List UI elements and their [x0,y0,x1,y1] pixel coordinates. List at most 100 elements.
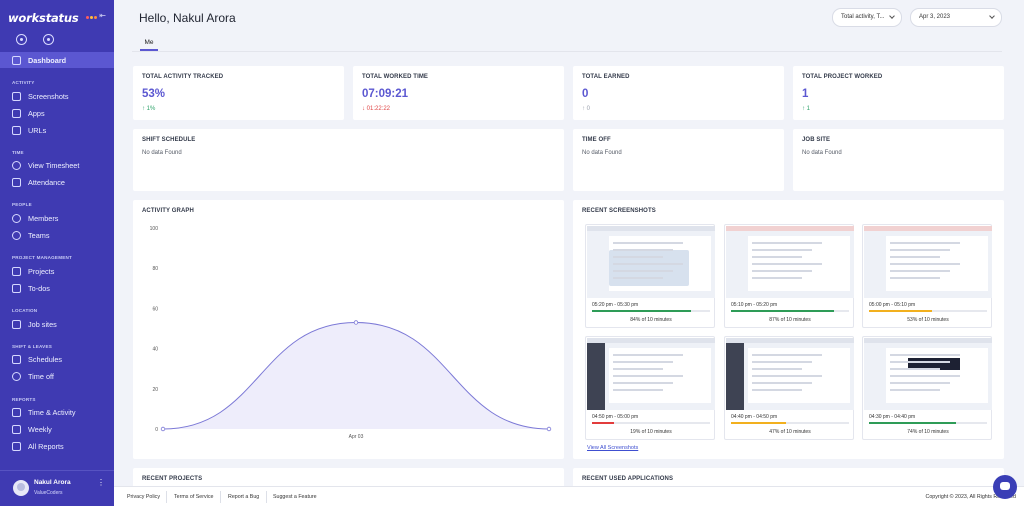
card-title: JOB SITE [802,137,831,143]
activity-graph-card: ACTIVITY GRAPH 100 80 60 40 20 0 Apr 03 [133,200,564,459]
logo[interactable]: workstatus ⇤ [8,9,108,25]
stat-title: TOTAL WORKED TIME [362,74,429,80]
screenshot-card[interactable]: 04:50 pm - 05:00 pm 19% of 10 minutes [585,336,715,440]
location-icon [12,319,21,329]
activity-progress-bar [731,422,849,424]
sidebar-item-todos[interactable]: To-dos [12,281,50,295]
stat-card-total-worked-time: TOTAL WORKED TIME 07:09:21 ↓ 01:22:22 [353,66,564,120]
activity-progress-bar [869,422,987,424]
data-point[interactable] [353,320,359,325]
stat-value: 0 [582,88,589,100]
screenshot-activity-percent: 87% of 10 minutes [769,317,811,323]
sidebar-item-label: URLs [28,125,47,135]
activity-filter-value: Total activity, T... [841,14,885,20]
sidebar-item-time-off[interactable]: Time off [12,369,54,383]
screenshot-thumbnail[interactable] [864,226,992,298]
screenshot-time: 05:00 pm - 05:10 pm [869,302,916,308]
sidebar-item-members[interactable]: Members [12,211,58,225]
stat-value: 1 [802,88,809,100]
activity-filter-select[interactable]: Total activity, T... [832,8,902,27]
stat-delta: ↓ 01:22:22 [362,106,391,112]
stat-delta: ↑ 1% [142,106,156,112]
screenshot-card[interactable]: 05:00 pm - 05:10 pm 53% of 10 minutes [862,224,992,328]
data-point[interactable] [546,426,552,432]
sidebar-item-attendance[interactable]: Attendance [12,175,65,189]
empty-state: No data Found [142,150,182,156]
sidebar-item-label: Screenshots [28,91,69,101]
y-tick-label: 0 [155,427,158,433]
collapse-sidebar-icon[interactable]: ⇤ [99,11,106,20]
activity-area [163,322,549,429]
screenshot-card[interactable]: 04:40 pm - 04:50 pm 47% of 10 minutes [724,336,854,440]
shift-schedule-card: SHIFT SCHEDULE No data Found [133,129,564,191]
screenshot-thumbnail[interactable] [726,226,854,298]
card-title: RECENT USED APPLICATIONS [582,476,674,482]
screenshot-thumbnail[interactable] [587,226,715,298]
sidebar-item-label: Job sites [28,319,57,329]
sidebar-item-label: All Reports [28,441,64,451]
sidebar-item-apps[interactable]: Apps [12,106,45,120]
section-people: PEOPLE [12,202,32,207]
sidebar-item-job-sites[interactable]: Job sites [12,317,57,331]
sidebar-item-label: Dashboard [28,55,67,65]
card-title: SHIFT SCHEDULE [142,137,196,143]
screenshot-card[interactable]: 05:10 pm - 05:20 pm 87% of 10 minutes [724,224,854,328]
logo-dots [85,9,97,27]
logo-text: workstatus [8,11,79,25]
y-tick-label: 60 [152,306,158,312]
section-time: TIME [12,150,24,155]
card-title: RECENT PROJECTS [142,476,203,482]
report-bug-link[interactable]: Report a Bug [228,494,260,500]
screenshot-thumbnail[interactable] [726,338,854,410]
sidebar-item-label: Weekly [28,424,52,434]
sidebar-item-weekly[interactable]: Weekly [12,422,52,436]
sidebar-item-time-activity[interactable]: Time & Activity [12,405,76,419]
tab-me[interactable]: Me [140,36,158,51]
sidebar-item-dashboard[interactable]: Dashboard [12,53,66,67]
activity-progress-fill [731,310,834,312]
privacy-policy-link[interactable]: Privacy Policy [127,494,160,500]
terms-link[interactable]: Terms of Service [174,494,214,500]
sidebar-item-label: View Timesheet [28,160,80,170]
section-activity: ACTIVITY [12,80,35,85]
y-tick-label: 20 [152,387,158,393]
y-tick-label: 100 [150,226,159,232]
sidebar-item-teams[interactable]: Teams [12,228,50,242]
more-vertical-icon[interactable]: ⋮ [97,478,105,487]
sidebar-item-screenshots[interactable]: Screenshots [12,89,69,103]
card-title: RECENT SCREENSHOTS [582,208,656,214]
job-site-card: JOB SITE No data Found [793,129,1004,191]
data-point[interactable] [160,426,166,432]
user-org: ValueCoders [34,490,63,496]
sidebar: workstatus ⇤ Dashboard ACTIVITY Screensh… [0,0,114,506]
teams-icon [12,230,21,240]
power-icon[interactable] [43,34,54,45]
user-profile[interactable]: Nakul Arora ValueCoders ⋮ [0,470,114,506]
screenshot-card[interactable]: 05:20 pm - 05:30 pm 84% of 10 minutes [585,224,715,328]
screenshot-time: 04:50 pm - 05:00 pm [592,414,639,420]
sidebar-item-projects[interactable]: Projects [12,264,54,278]
reports-icon [12,441,21,451]
sidebar-item-view-timesheet[interactable]: View Timesheet [12,158,79,172]
stat-delta: ↑ 1 [802,106,811,112]
suggest-feature-link[interactable]: Suggest a Feature [273,494,317,500]
sidebar-item-all-reports[interactable]: All Reports [12,439,64,453]
copyright: Copyright © 2023, All Rights Reserved [925,494,1016,500]
clock-icon [12,160,21,170]
sidebar-item-urls[interactable]: URLs [12,123,46,137]
screenshot-card[interactable]: 04:30 pm - 04:40 pm 74% of 10 minutes [862,336,992,440]
view-all-screenshots-link[interactable]: View All Screenshots [587,445,639,451]
date-value: Apr 3, 2023 [919,14,951,20]
screenshot-thumbnail[interactable] [864,338,992,410]
chat-icon[interactable] [993,475,1017,499]
date-select[interactable]: Apr 3, 2023 [910,8,1002,27]
timer-icon[interactable] [16,34,27,45]
screenshots-icon [12,91,21,101]
folder-icon [12,266,21,276]
empty-state: No data Found [802,150,842,156]
checklist-icon [12,283,21,293]
stat-card-total-earned: TOTAL EARNED 0 ↑ 0 [573,66,784,120]
sidebar-item-schedules[interactable]: Schedules [12,352,62,366]
divider [220,491,221,503]
screenshot-thumbnail[interactable] [587,338,715,410]
